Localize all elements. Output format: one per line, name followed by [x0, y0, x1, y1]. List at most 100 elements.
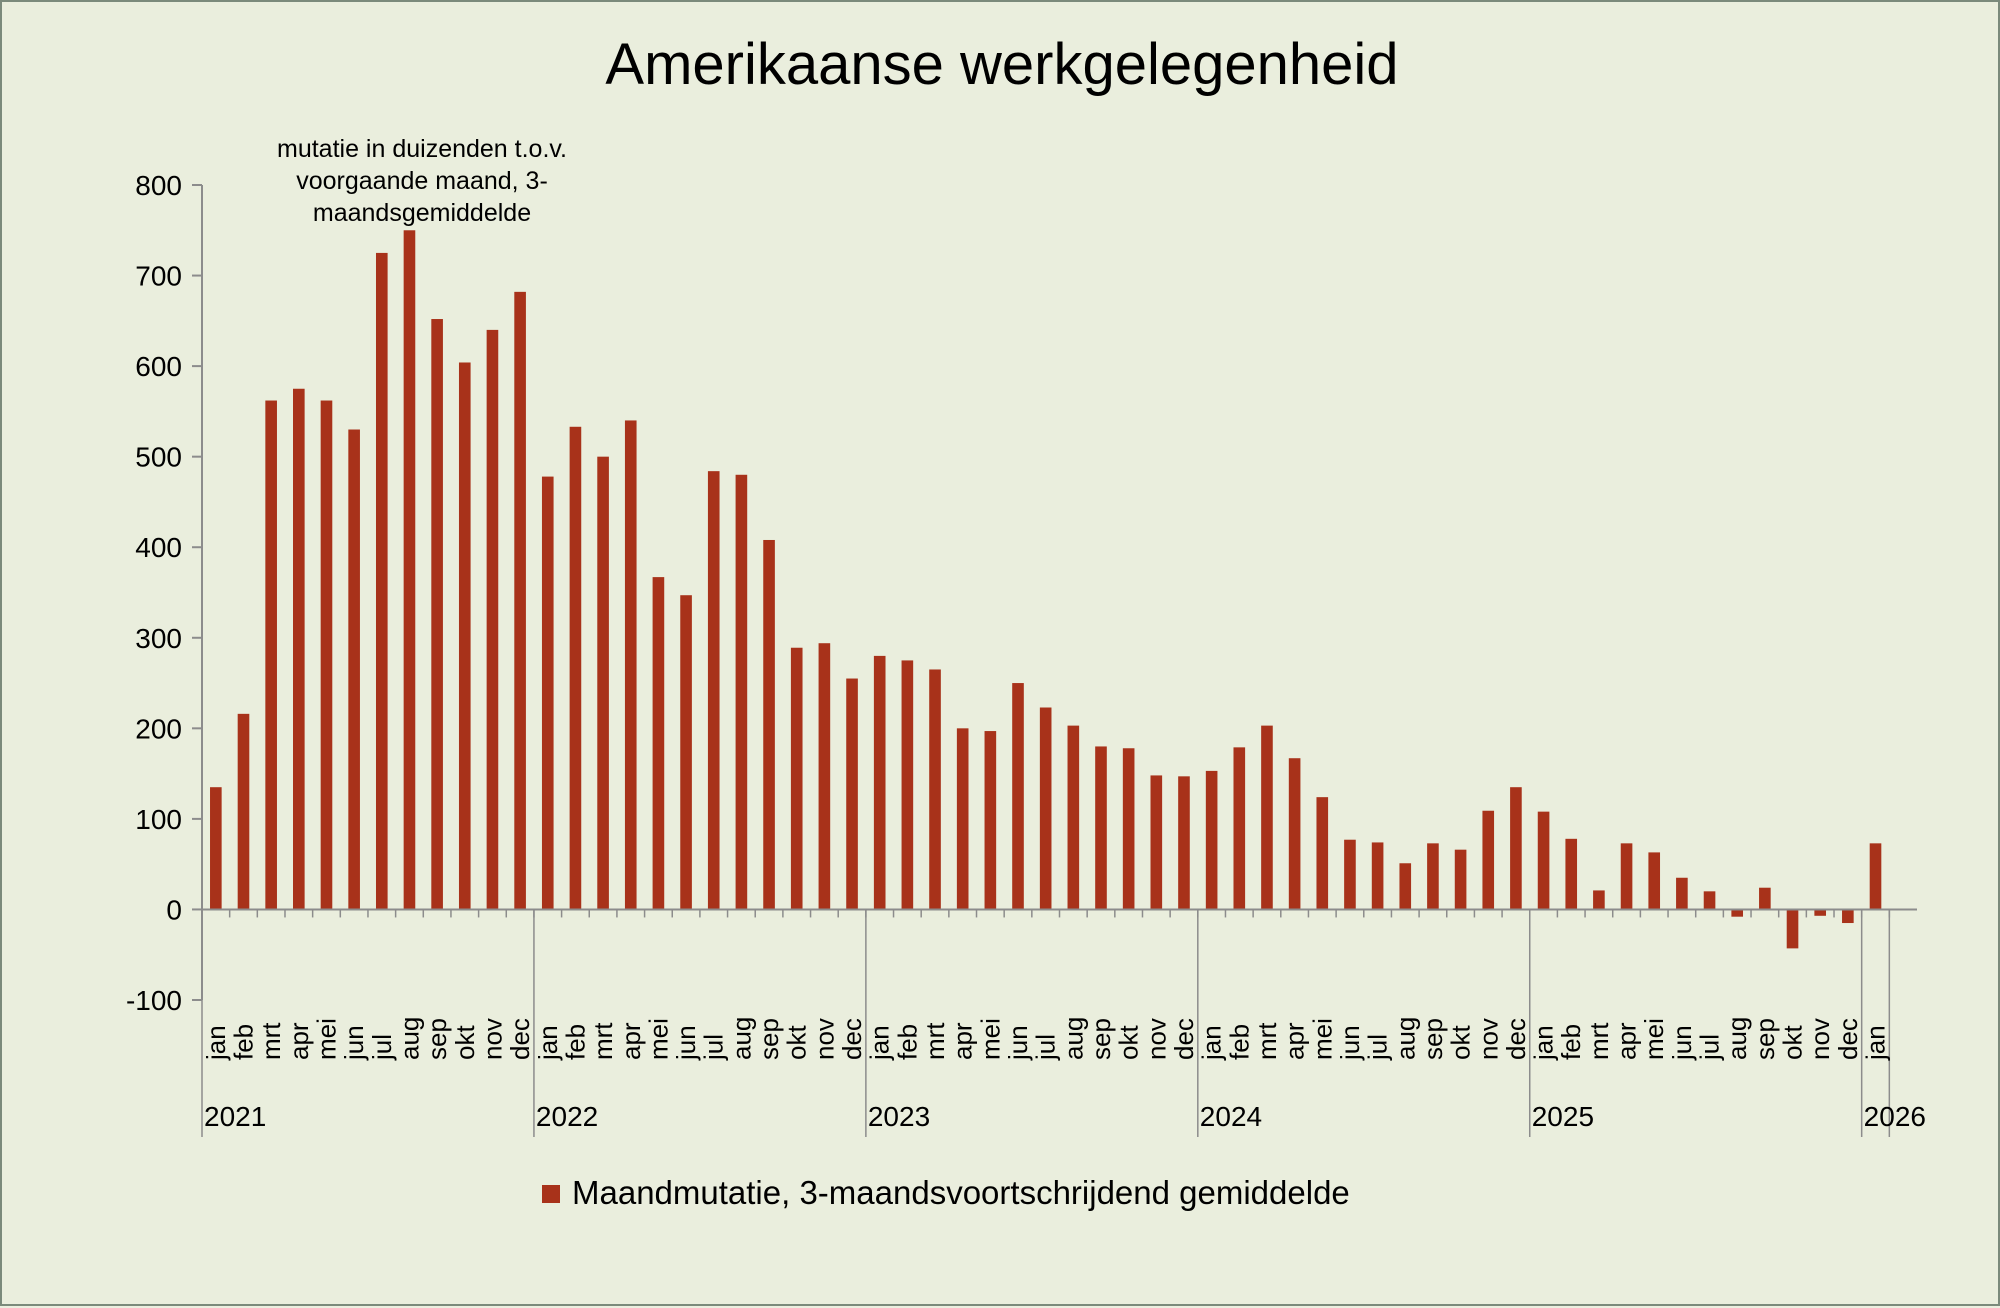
bar [1178, 776, 1190, 910]
bar [1565, 838, 1578, 910]
bar [901, 660, 914, 910]
x-category-label: sep [422, 1018, 452, 1060]
x-category-label: feb [228, 1024, 258, 1060]
bars-layer [210, 230, 1882, 949]
y-axis-annotation-line-1: mutatie in duizenden t.o.v. [277, 135, 567, 163]
bar [1261, 725, 1273, 910]
x-category-label: sep [754, 1018, 784, 1060]
labels-layer: -1000100200300400500600700800janfebmrtap… [126, 170, 1926, 1132]
x-category-label: aug [1390, 1017, 1420, 1060]
bar [1344, 839, 1356, 910]
x-category-label: mei [311, 1018, 341, 1060]
bar [597, 456, 609, 910]
x-category-label: jan [1197, 1025, 1227, 1061]
bar [1703, 891, 1716, 910]
x-category-label: feb [1556, 1024, 1586, 1060]
bar [1039, 707, 1052, 910]
bar [1095, 746, 1107, 910]
x-category-label: jun [339, 1025, 369, 1061]
x-category-label: jun [1335, 1025, 1365, 1061]
year-label: 2025 [1532, 1101, 1594, 1132]
x-category-label: jul [1363, 1034, 1393, 1061]
y-tick-label: 300 [135, 623, 182, 654]
x-category-label: jul [367, 1034, 397, 1061]
x-category-label: mrt [920, 1022, 950, 1060]
x-category-label: dec [1833, 1018, 1863, 1060]
year-label: 2022 [536, 1101, 598, 1132]
legend-label: Maandmutatie, 3-maandsvoortschrijdend ge… [572, 1174, 1350, 1211]
x-category-label: apr [284, 1022, 314, 1060]
x-category-label: dec [1169, 1018, 1199, 1060]
x-category-label: aug [1722, 1017, 1752, 1060]
x-category-label: mrt [1252, 1022, 1282, 1060]
year-label: 2021 [204, 1101, 266, 1132]
x-category-label: dec [505, 1018, 535, 1060]
x-category-label: jan [1861, 1025, 1891, 1061]
x-category-label: okt [450, 1025, 480, 1060]
bar [320, 400, 333, 910]
x-category-label: nov [1141, 1018, 1171, 1060]
bar [818, 643, 831, 910]
x-category-label: sep [1418, 1018, 1448, 1060]
bar [514, 291, 526, 910]
bar [486, 329, 499, 910]
x-category-label: mrt [1584, 1022, 1614, 1060]
x-category-label: nov [1805, 1018, 1835, 1060]
bar [1648, 852, 1661, 910]
y-tick-label: 200 [135, 713, 182, 744]
bar [265, 400, 277, 910]
y-tick-label: 600 [135, 351, 182, 382]
x-category-label: apr [948, 1022, 978, 1060]
x-category-label: aug [726, 1017, 756, 1060]
y-tick-label: 500 [135, 442, 182, 473]
legend-swatch [542, 1185, 560, 1203]
bar [1759, 887, 1771, 910]
x-category-label: dec [1501, 1018, 1531, 1060]
y-tick-label: 0 [166, 894, 182, 925]
x-category-label: feb [892, 1024, 922, 1060]
bar [735, 474, 748, 910]
bar [1786, 909, 1799, 949]
bar [375, 252, 388, 910]
bar [541, 476, 554, 910]
x-category-label: mrt [256, 1022, 286, 1060]
x-category-label: jan [201, 1025, 231, 1061]
bar [1869, 843, 1882, 910]
x-category-label: okt [1114, 1025, 1144, 1060]
bar [1233, 747, 1246, 910]
x-category-label: feb [1224, 1024, 1254, 1060]
y-tick-label: 100 [135, 804, 182, 835]
bar [707, 471, 720, 910]
x-category-label: mei [1639, 1018, 1669, 1060]
bar [873, 655, 886, 910]
y-tick-label: 400 [135, 532, 182, 563]
year-label: 2023 [868, 1101, 930, 1132]
x-category-label: mrt [588, 1022, 618, 1060]
x-category-label: dec [837, 1018, 867, 1060]
bar [680, 595, 692, 910]
x-category-label: sep [1750, 1018, 1780, 1060]
axes-layer [192, 184, 1917, 1137]
y-tick-label: 800 [135, 170, 182, 201]
y-tick-label: -100 [126, 985, 182, 1016]
x-category-label: mei [975, 1018, 1005, 1060]
bar [1067, 725, 1080, 910]
x-category-label: jul [1695, 1034, 1725, 1061]
bar [1205, 770, 1218, 910]
bar [1427, 843, 1439, 910]
bar [1537, 811, 1550, 910]
bar [1399, 863, 1412, 910]
x-category-label: okt [1446, 1025, 1476, 1060]
bar [956, 728, 969, 910]
bar [1122, 748, 1135, 910]
x-category-label: nov [809, 1018, 839, 1060]
x-category-label: jul [1031, 1034, 1061, 1061]
bar [293, 388, 305, 910]
x-category-label: nov [477, 1018, 507, 1060]
bar [1842, 909, 1854, 924]
year-label: 2026 [1864, 1101, 1926, 1132]
x-category-label: apr [1612, 1022, 1642, 1060]
bar [210, 787, 222, 910]
bar [237, 713, 250, 910]
